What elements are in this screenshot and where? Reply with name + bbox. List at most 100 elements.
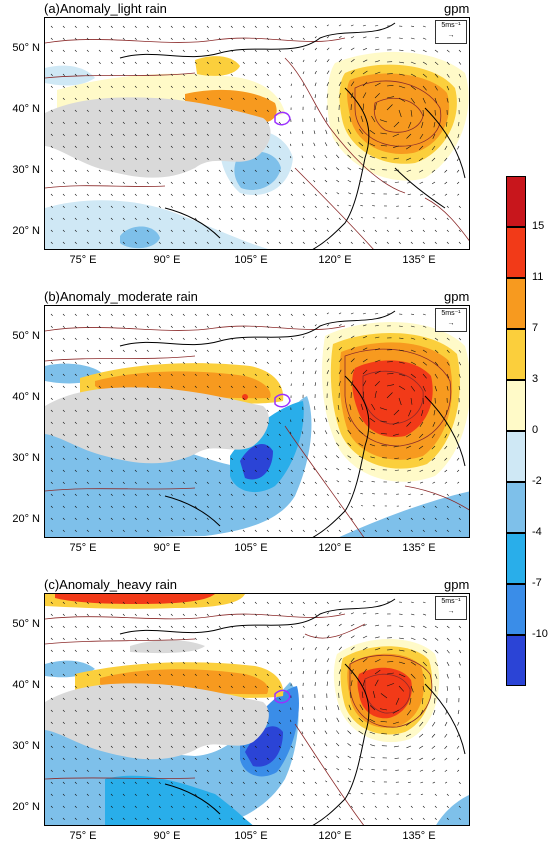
wind-vector xyxy=(110,709,113,713)
wind-vector xyxy=(74,205,77,209)
wind-vector xyxy=(62,337,65,341)
wind-vector xyxy=(290,83,292,87)
wind-vector xyxy=(170,157,173,161)
wind-vector xyxy=(194,673,197,677)
wind-vector xyxy=(266,229,269,233)
shade-negative-strong xyxy=(240,443,273,480)
wind-vector xyxy=(134,373,137,377)
colorbar-label-minus10: -10 xyxy=(532,628,548,640)
wind-vector xyxy=(314,635,317,639)
wind-vector xyxy=(122,421,125,425)
wind-vector xyxy=(278,793,281,797)
wind-vector xyxy=(122,517,125,521)
wind-vector xyxy=(86,37,89,41)
wind-vector xyxy=(206,685,209,689)
wind-vector xyxy=(74,625,77,629)
wind-vector xyxy=(122,649,125,653)
wind-vector xyxy=(158,469,161,473)
wind-vector xyxy=(134,97,137,101)
wind-vector xyxy=(50,385,53,389)
wind-vector xyxy=(456,157,460,162)
wind-vector xyxy=(431,733,436,738)
wind-vector xyxy=(230,733,233,737)
wind-vector xyxy=(230,757,233,761)
wind-vector xyxy=(444,157,448,162)
wind-vector xyxy=(418,745,424,749)
wind-vector xyxy=(110,409,113,413)
wind-vector xyxy=(335,442,340,447)
wind-vector xyxy=(134,469,137,473)
wind-vector xyxy=(218,445,221,449)
wind-vector xyxy=(374,348,380,351)
wind-vector xyxy=(194,781,197,785)
lat-label-30: 30° N xyxy=(12,164,40,176)
wind-vector xyxy=(266,625,269,629)
wind-vector xyxy=(206,517,209,521)
wind-vector xyxy=(86,169,89,173)
wind-vector xyxy=(170,505,173,509)
wind-vector xyxy=(50,409,53,413)
wind-vector xyxy=(266,637,269,641)
wind-vector xyxy=(182,325,185,329)
wind-vector xyxy=(146,481,149,485)
shade-negative-se xyxy=(436,794,469,825)
wind-vector xyxy=(218,517,221,521)
wind-vector xyxy=(405,733,412,737)
wind-vector xyxy=(218,157,221,161)
wind-vector xyxy=(86,205,89,209)
wind-vector xyxy=(410,601,414,603)
wind-vector xyxy=(290,143,292,147)
wind-vector xyxy=(254,709,257,713)
wind-vector xyxy=(338,612,342,615)
wind-vector xyxy=(242,121,245,125)
wind-vector xyxy=(393,433,400,436)
wind-vector xyxy=(386,392,393,399)
wind-vector xyxy=(458,337,462,341)
wind-vector xyxy=(182,133,185,137)
wind-vector xyxy=(313,418,316,423)
wind-vector xyxy=(374,817,377,821)
wind-vector xyxy=(290,205,293,209)
wind-vector xyxy=(350,380,354,387)
wind-vector xyxy=(326,601,329,605)
wind-vector xyxy=(445,709,448,715)
wind-vector xyxy=(242,781,245,785)
wind-vector xyxy=(349,116,352,123)
wind-vector xyxy=(301,719,304,723)
wind-vector xyxy=(407,181,412,184)
lon-label-135: 135° E xyxy=(402,254,436,266)
wind-vector xyxy=(254,745,257,749)
wind-vector xyxy=(170,709,173,713)
wind-vector xyxy=(326,241,329,245)
wind-vector xyxy=(122,73,125,77)
wind-vector xyxy=(242,37,245,41)
wind-vector xyxy=(122,529,125,533)
vector-reference-label: 5ms⁻¹ xyxy=(441,310,461,317)
wind-vector xyxy=(422,661,428,667)
wind-vector xyxy=(242,361,245,365)
wind-vector xyxy=(194,505,197,509)
wind-vector xyxy=(338,81,342,87)
wind-vector xyxy=(458,673,461,678)
wind-vector xyxy=(74,457,77,461)
wind-vector xyxy=(350,668,354,675)
wind-vector xyxy=(74,49,77,53)
wind-vector xyxy=(422,97,426,104)
wind-vector xyxy=(313,743,316,747)
wind-vector xyxy=(74,805,77,809)
wind-vector xyxy=(146,193,149,197)
wind-vector xyxy=(398,649,405,652)
wind-vector xyxy=(206,613,209,617)
panel-b-map: 5ms⁻¹ → xyxy=(44,305,470,538)
wind-vector xyxy=(371,115,376,123)
wind-vector xyxy=(50,733,53,737)
wind-vector xyxy=(158,85,161,89)
wind-vector xyxy=(194,97,197,101)
wind-vector xyxy=(74,697,77,701)
wind-vector xyxy=(290,613,293,617)
wind-vector xyxy=(98,685,101,689)
wind-vector xyxy=(110,169,113,173)
wind-vector xyxy=(170,37,173,41)
wind-vector xyxy=(421,121,424,128)
wind-vector xyxy=(446,817,449,821)
